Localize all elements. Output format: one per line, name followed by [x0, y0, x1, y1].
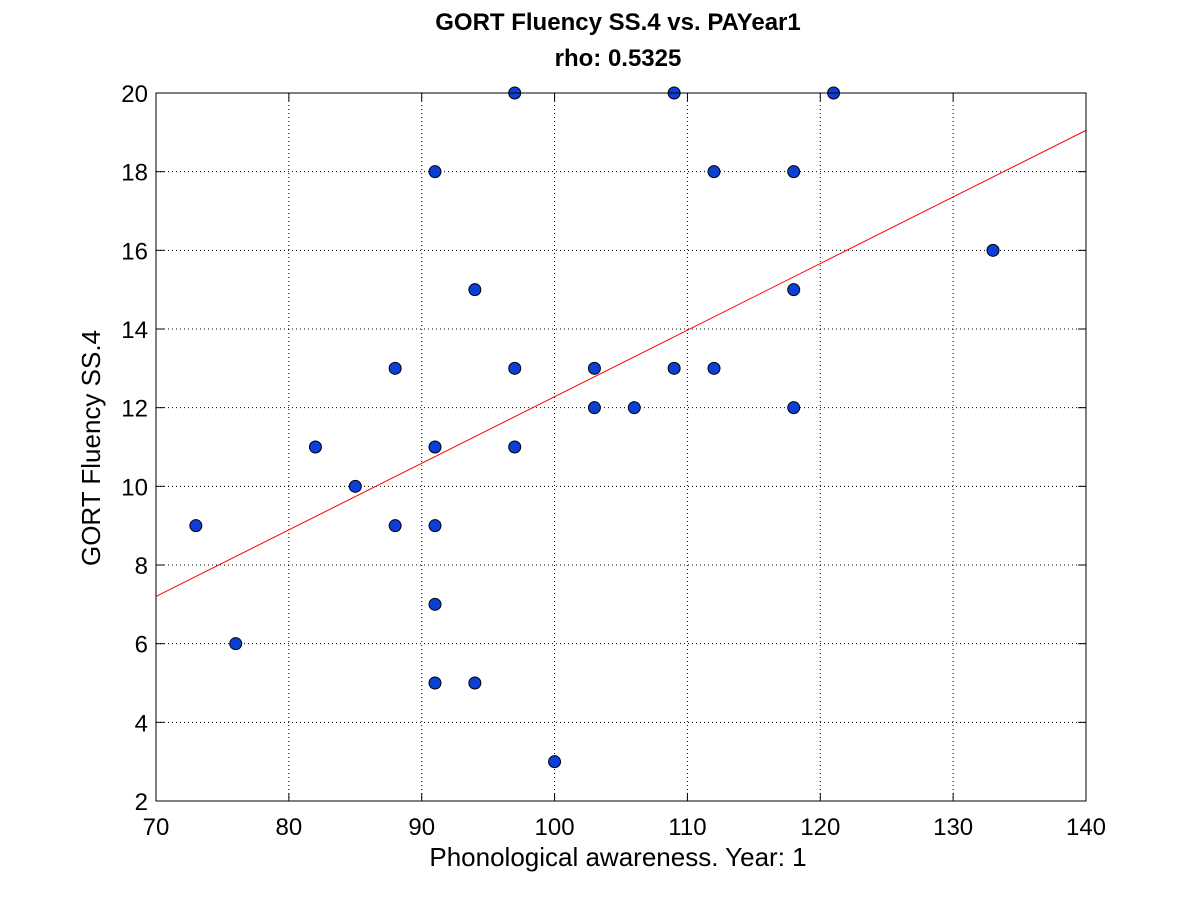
data-point [667, 361, 681, 375]
data-point [428, 165, 442, 179]
data-point [189, 519, 203, 533]
y-axis-label: GORT Fluency SS.4 [76, 330, 106, 566]
x-tick-label: 80 [276, 814, 303, 841]
x-tick-label: 120 [800, 814, 840, 841]
data-point [229, 637, 243, 651]
data-point [428, 519, 442, 533]
x-tick-label: 130 [933, 814, 973, 841]
x-tick-label: 100 [535, 814, 575, 841]
data-points [189, 86, 1000, 769]
x-tick-label: 70 [143, 814, 170, 841]
data-point [508, 361, 522, 375]
x-tick-label: 140 [1066, 814, 1106, 841]
chart-subtitle: rho: 0.5325 [555, 45, 682, 72]
y-tick-label: 12 [121, 396, 148, 423]
y-tick-label: 6 [135, 632, 148, 659]
x-tick-label: 110 [668, 814, 706, 841]
data-point [388, 361, 402, 375]
data-point [308, 440, 322, 454]
x-axis-label: Phonological awareness. Year: 1 [429, 842, 806, 872]
x-tick-label: 90 [408, 814, 435, 841]
y-tick-label: 14 [121, 317, 148, 344]
data-point [508, 440, 522, 454]
data-point [468, 676, 482, 690]
y-axis-ticks: 2 4 6 8 10 12 14 16 18 20 [121, 81, 1086, 816]
grid [156, 93, 1086, 801]
data-point [787, 165, 801, 179]
data-point [707, 361, 721, 375]
data-point [548, 755, 562, 769]
y-tick-label: 18 [121, 160, 148, 187]
y-tick-label: 10 [121, 474, 148, 501]
chart-title: GORT Fluency SS.4 vs. PAYear1 [435, 9, 801, 36]
x-axis-ticks: 70 80 90 100 110 120 130 140 [143, 93, 1106, 841]
plot-frame [155, 92, 1087, 802]
data-point [468, 283, 482, 297]
data-point [428, 676, 442, 690]
data-point [428, 440, 442, 454]
data-point [388, 519, 402, 533]
y-tick-label: 20 [121, 81, 148, 108]
data-point [707, 165, 721, 179]
data-point [587, 361, 601, 375]
data-point [428, 597, 442, 611]
y-tick-label: 4 [135, 710, 148, 737]
y-tick-label: 16 [121, 238, 148, 265]
data-point [787, 401, 801, 415]
fit-line-group [155, 129, 1087, 597]
y-tick-label: 8 [135, 553, 148, 580]
y-tick-label: 2 [135, 789, 148, 816]
data-point [986, 243, 1000, 257]
plot-area [156, 93, 1086, 801]
data-point [587, 401, 601, 415]
data-point [348, 479, 362, 493]
data-point [787, 283, 801, 297]
data-point [627, 401, 641, 415]
fit-line [155, 129, 1087, 597]
